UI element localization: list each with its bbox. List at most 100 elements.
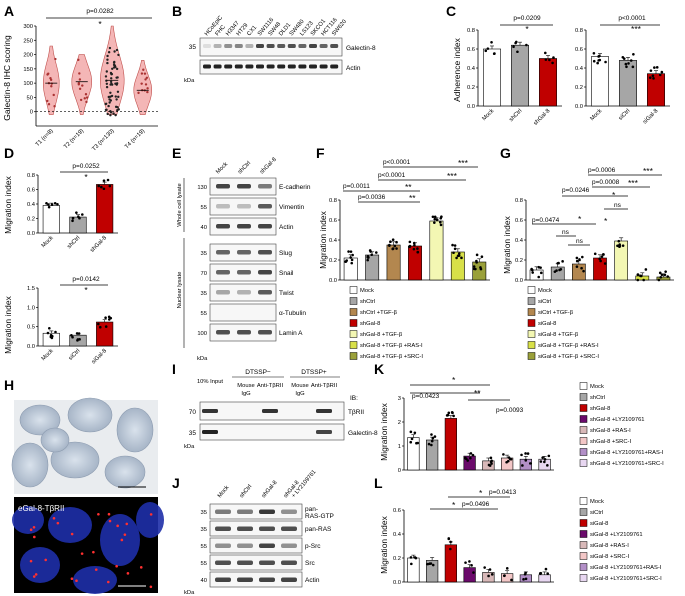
panel-k-stat-2: p=0.0093 — [496, 407, 524, 414]
data-point — [413, 556, 417, 559]
data-point — [109, 114, 112, 117]
data-point — [600, 255, 604, 258]
data-point — [487, 574, 490, 578]
y-tick-label: 0.6 — [27, 188, 35, 194]
data-point — [47, 205, 51, 209]
mw-label: 35 — [201, 251, 207, 257]
data-point — [52, 93, 55, 97]
legend-label: siCtrl — [538, 299, 551, 305]
bar — [483, 48, 501, 107]
legend-swatch — [349, 330, 358, 338]
legend-swatch — [579, 448, 588, 456]
panel-e-unit: kDa — [197, 356, 208, 362]
y-tick-label: 0.8 — [329, 198, 337, 204]
panel-c-left-stat: p=0.0209 — [513, 15, 541, 22]
mw-label: 40 — [201, 225, 207, 231]
legend-swatch — [349, 341, 358, 349]
band — [316, 409, 332, 413]
y-tick-label: 0.0 — [329, 278, 337, 284]
data-point — [71, 216, 75, 220]
y-tick-label: 0.4 — [27, 202, 36, 208]
x-tick-label: T4 (n=19) — [124, 128, 146, 150]
x-tick-label: shGal-8 — [533, 108, 552, 127]
y-tick-label: 200 — [23, 53, 33, 59]
data-point — [636, 273, 640, 276]
legend-swatch — [579, 415, 588, 423]
band — [215, 509, 231, 514]
panel-g-star-2: *** — [628, 178, 639, 188]
legend-label: shCtrl — [590, 395, 605, 401]
blot-row-label: Lamin A — [279, 330, 303, 337]
data-point — [413, 431, 417, 435]
data-point — [546, 464, 549, 467]
lane-label: shGal-8 — [261, 480, 279, 499]
band — [258, 204, 272, 209]
data-point — [547, 454, 551, 458]
panel-letter-a: A — [4, 3, 14, 19]
panel-d-top-star: * — [84, 172, 88, 182]
legend-label: siGal-8 +TGF-β +SRC-I — [538, 354, 599, 360]
mw-label: 40 — [201, 578, 207, 584]
data-point — [455, 256, 458, 260]
data-point — [430, 443, 433, 447]
mw-label: 70 — [201, 271, 207, 277]
data-point — [552, 56, 555, 59]
data-point — [115, 98, 118, 101]
data-point — [79, 98, 83, 102]
y-tick-label: 0.6 — [515, 218, 523, 224]
blot-row-label: α-Tubulin — [279, 310, 306, 317]
data-point — [603, 262, 607, 265]
data-point — [50, 85, 53, 88]
data-point — [146, 90, 149, 94]
data-point — [490, 462, 493, 465]
data-point — [369, 250, 372, 253]
panel-letter-b: B — [172, 3, 182, 19]
y-tick-label: 0.6 — [575, 47, 583, 53]
violin — [99, 25, 125, 115]
lane-label: shGal-8 — [259, 157, 278, 176]
legend-label: shGal-8 — [360, 321, 380, 327]
data-point — [621, 244, 625, 247]
data-point — [351, 253, 354, 257]
band — [203, 44, 211, 48]
pla-dot — [29, 528, 33, 532]
bar — [550, 266, 565, 281]
bar — [408, 245, 422, 281]
panel-g-stat-2: p=0.0008 — [592, 179, 620, 186]
panel-i-group-plus: DTSSP+ — [301, 369, 327, 376]
data-point — [50, 334, 54, 338]
blot-row-label: Actin — [279, 224, 294, 231]
band — [330, 64, 339, 69]
data-point — [395, 247, 398, 250]
pla-dot — [120, 538, 124, 542]
data-point — [108, 184, 112, 188]
data-point — [114, 113, 117, 117]
legend-label: shGal-8 +TGF-β — [360, 332, 403, 338]
pla-dot — [34, 573, 38, 576]
dapi-nucleus — [136, 502, 164, 538]
legend-label: Mock — [590, 384, 604, 390]
x-tick-label: T3 (n=130) — [91, 128, 115, 152]
band — [281, 543, 297, 548]
blot-row-label: Twist — [279, 290, 294, 297]
pla-dot — [115, 564, 118, 568]
panel-k-ylabel: Migration index — [379, 402, 389, 460]
data-point — [460, 256, 463, 260]
legend-swatch — [579, 437, 588, 445]
x-tick-label: T2 (n=19) — [63, 128, 85, 150]
legend-swatch — [349, 286, 358, 294]
data-point — [602, 253, 605, 256]
data-point — [109, 83, 112, 86]
panel-j-western-blot: Mock shCtrl shGal-8 shGal-8+ LY2109761 35 pa… — [184, 469, 334, 596]
band — [237, 330, 251, 335]
legend-label: siGal-8 +LY2109761+RAS-I — [590, 565, 662, 571]
y-tick-label: 0.5 — [27, 325, 35, 331]
data-point — [98, 325, 102, 329]
data-point — [107, 104, 110, 108]
pla-dot — [94, 568, 98, 571]
band — [234, 44, 243, 48]
lane-label: IgG — [295, 391, 305, 397]
x-tick-label: Mock — [41, 235, 55, 249]
panel-c-ylabel: Adherence index — [452, 37, 462, 102]
panel-i-mw-1: 70 — [189, 409, 197, 416]
